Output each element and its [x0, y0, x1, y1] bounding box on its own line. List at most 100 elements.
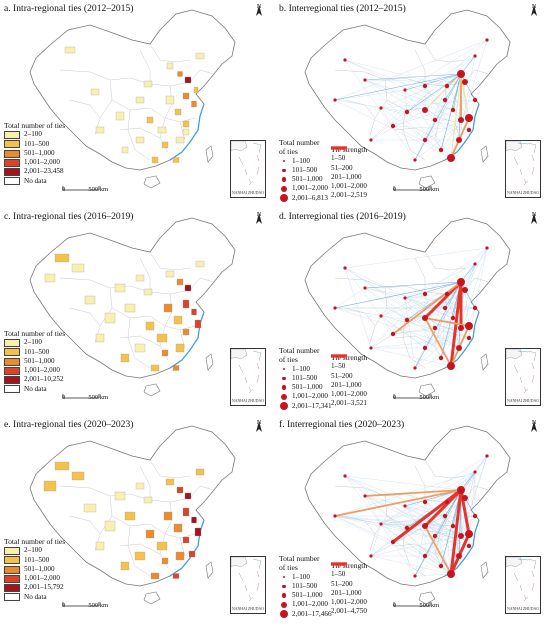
legend-item: 501–1,000 [4, 565, 65, 574]
province-boundary [69, 307, 101, 327]
panel-title: c. Intra-regional ties (2016–2019) [4, 211, 134, 222]
region-cell [90, 88, 100, 96]
legend-swatch [4, 574, 20, 583]
scale-bar: 0 500 km [393, 602, 439, 609]
scale-bar: 0 500 km [393, 186, 439, 193]
tie-line [414, 99, 446, 161]
node-size-icon [282, 584, 286, 588]
tie-line [334, 515, 454, 527]
province-boundary [119, 543, 161, 555]
tie-line [440, 129, 470, 151]
region-cell [191, 308, 197, 316]
tie-line [370, 523, 382, 557]
legend-swatch [4, 140, 20, 149]
tie-line [414, 317, 454, 369]
tie-line [334, 281, 462, 309]
scale-distance: 500 km [419, 394, 439, 401]
scale-bar: 0 500 km [62, 394, 108, 401]
legend-item: 1,001–2,000 [279, 184, 328, 193]
node-marker [444, 291, 450, 297]
node-marker [390, 331, 396, 337]
region-cell [71, 263, 85, 273]
province-boundary [149, 459, 191, 479]
node-marker [369, 138, 373, 142]
legend-item: 2,001–2,519 [331, 146, 367, 200]
tie-line [364, 73, 462, 81]
tie-line [364, 287, 476, 309]
node-marker [485, 38, 489, 42]
tie-line [334, 99, 452, 159]
tie-line [344, 59, 446, 101]
scale-zero: 0 [62, 186, 66, 193]
south-china-sea-inset: NANHAI ZHUDAO [230, 348, 266, 406]
province-boundary [424, 43, 466, 63]
region-cell [163, 303, 173, 313]
legend-title: Tie strength [331, 145, 368, 154]
north-arrow: N [253, 212, 265, 224]
panel-title: d. Interregional ties (2016–2019) [279, 211, 406, 222]
hainan-outline [418, 175, 436, 189]
node-marker [457, 486, 465, 494]
legend-label: 1,001–2,000 [24, 574, 60, 583]
scale-zero: 0 [393, 602, 397, 609]
node-marker [456, 553, 462, 559]
panel-title: f. Interregional ties (2020–2023) [279, 419, 405, 430]
node-marker [343, 58, 347, 62]
province-boundary [69, 515, 101, 535]
legend-swatch [4, 357, 20, 366]
tie-line [424, 555, 452, 575]
region-cell [176, 278, 184, 286]
province-boundary [344, 515, 376, 535]
node-size-icon [281, 185, 287, 192]
legend-item: 1,001–2,000 [279, 392, 332, 401]
region-cell [165, 95, 175, 105]
legend-label: 2,001–2,519 [331, 191, 367, 200]
node-marker [413, 574, 417, 578]
scale-zero: 0 [393, 394, 397, 401]
province-boundary [439, 501, 448, 535]
scale-distance: 500 km [88, 186, 108, 193]
tie-line [370, 55, 476, 141]
legend-label: 2,001–23,458 [24, 167, 64, 176]
tie-line-strong [449, 488, 463, 576]
tie-line [446, 293, 462, 329]
tie-line-strong [450, 73, 462, 159]
tie-strength-icon [331, 146, 347, 150]
legend-label: 51–200 [331, 371, 353, 380]
province-boundary [129, 493, 191, 503]
tie-line [380, 315, 426, 349]
node-marker [390, 539, 396, 545]
region-cell [121, 146, 129, 154]
tie-line [364, 79, 462, 121]
legend-item: 2–100 [4, 130, 65, 139]
legend-item: No data [4, 593, 65, 602]
legend-swatch [4, 376, 20, 385]
province-boundary [424, 251, 466, 271]
tie-line [364, 495, 382, 525]
region-cell [135, 136, 145, 144]
tie-line [392, 73, 462, 127]
coastline [444, 103, 480, 161]
legend-item: 2,001–6,813 [279, 194, 328, 203]
region-cell [175, 136, 185, 144]
tie-line [452, 73, 462, 111]
region-cell [54, 461, 70, 471]
inset-map [506, 349, 537, 394]
tie-network [334, 39, 488, 161]
map-e [29, 425, 236, 605]
node-marker [458, 117, 464, 123]
region-cell [161, 557, 169, 565]
tie-line [380, 455, 488, 525]
node-marker [422, 345, 428, 351]
region-cell [151, 156, 159, 164]
tie-line [414, 73, 462, 161]
legend-item: 101–500 [4, 348, 65, 357]
tie-line [414, 471, 476, 577]
province-boundary [464, 277, 490, 291]
tie-line [404, 281, 462, 299]
tie-line [444, 455, 488, 517]
legend-item: 1,001–2,000 [331, 146, 367, 191]
province-boundary [119, 335, 161, 347]
north-arrow-icon [531, 213, 537, 224]
node-marker [422, 523, 428, 529]
